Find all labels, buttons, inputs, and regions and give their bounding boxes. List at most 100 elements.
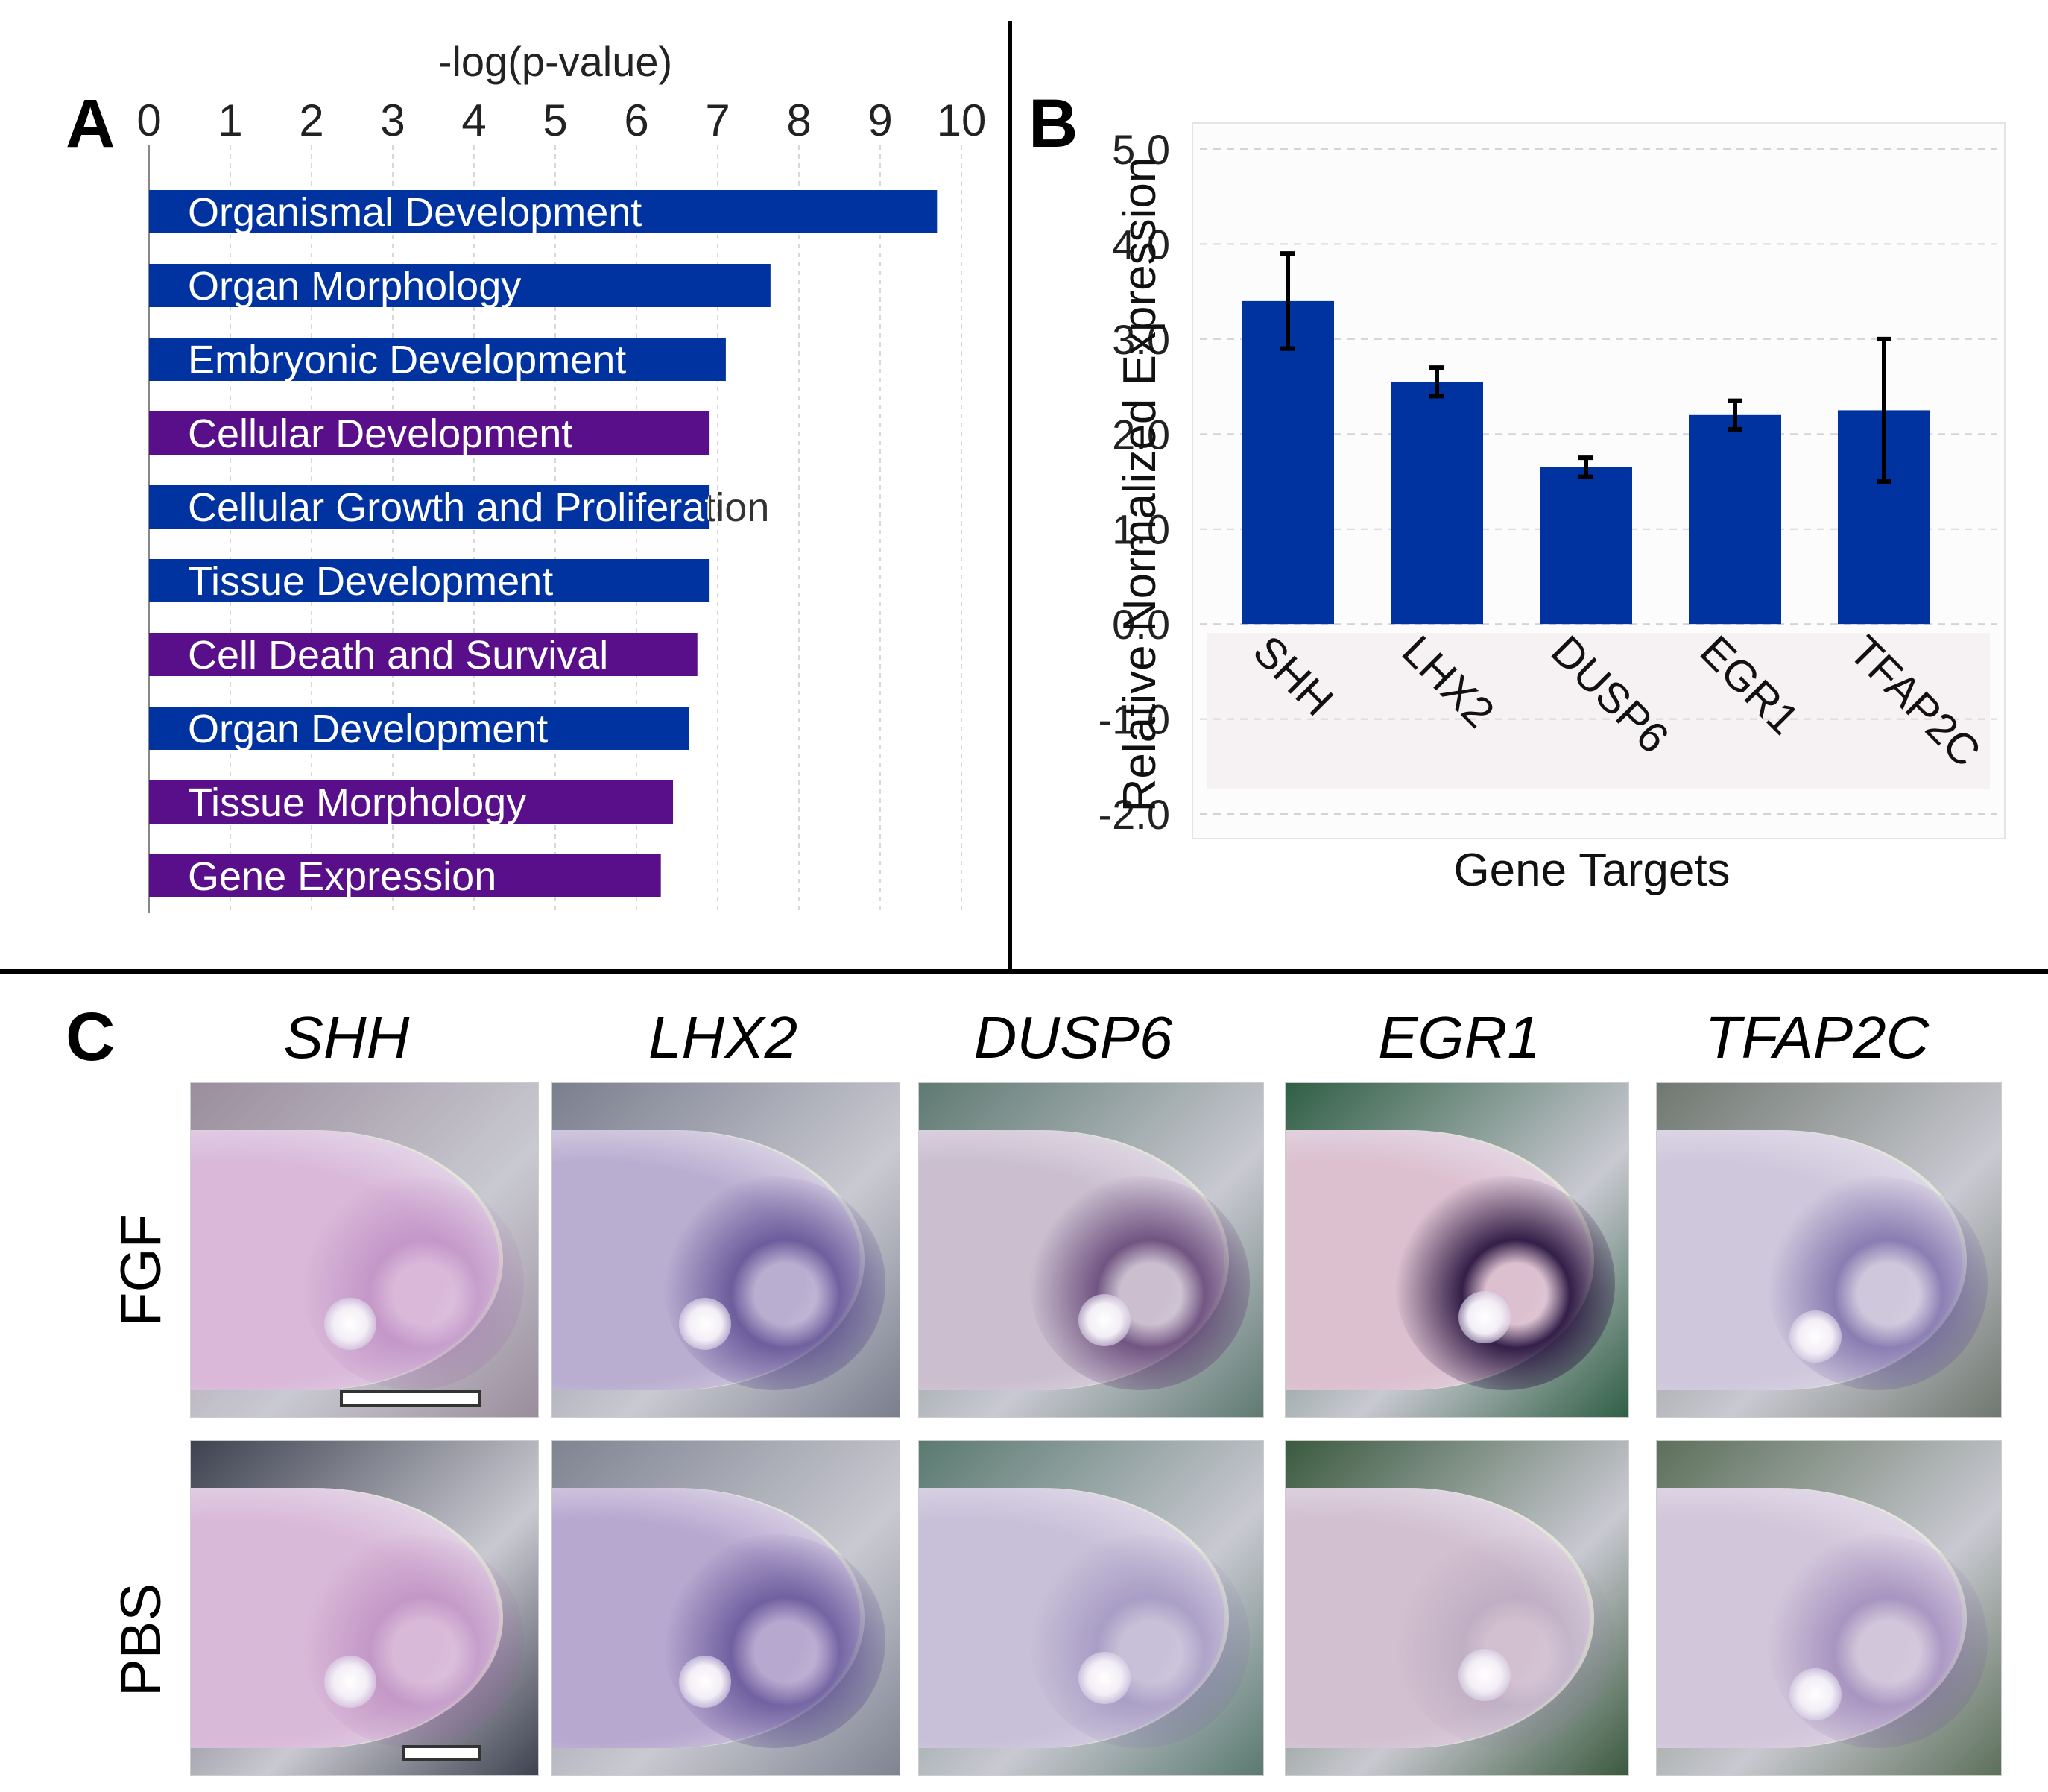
bar xyxy=(149,411,710,455)
x-tick-label: 8 xyxy=(786,95,811,145)
y-tick-label: 2.0 xyxy=(1112,411,1170,458)
bar xyxy=(149,707,689,750)
bar-label: Organ Morphology xyxy=(188,264,521,309)
x-axis-label: -log(p-value) xyxy=(438,38,672,85)
expression-stain xyxy=(302,1534,525,1749)
bar-label: Organismal Development xyxy=(188,190,642,235)
horizontal-divider xyxy=(0,969,2048,974)
panel-a-chart: 0 1 2 3 4 5 6 7 8 9 10 -log(p-value) Organismal Deve… xyxy=(136,38,987,913)
x-axis-label: Gene Targets xyxy=(1453,845,1730,896)
bar-label: Cellular Growth and Proliferation xyxy=(188,485,769,530)
bar xyxy=(149,338,726,381)
expression-stain xyxy=(663,1176,886,1391)
expression-stain xyxy=(1028,1176,1250,1391)
expression-stain xyxy=(1395,1176,1615,1391)
embryo-image-pbs-tfap2c xyxy=(1656,1440,2002,1776)
expression-stain xyxy=(1766,1534,1988,1749)
x-tick-label: 5 xyxy=(543,95,567,145)
x-tick-label: 0 xyxy=(136,95,161,145)
x-tick-label: 9 xyxy=(867,95,892,145)
embryo-image-pbs-shh xyxy=(190,1440,539,1776)
embryo-image-fgf-tfap2c xyxy=(1656,1082,2002,1418)
embryo-image-pbs-dusp6 xyxy=(918,1440,1264,1776)
gene-title-shh: SHH xyxy=(283,1004,410,1070)
bar-label: Gene Expression xyxy=(188,854,496,899)
limb-bud xyxy=(919,1487,1229,1749)
bead xyxy=(1458,1290,1511,1343)
gene-title-tfap2c: TFAP2C xyxy=(1704,1004,1930,1070)
bar-label-outside: Cellular Growth and Proliferation xyxy=(188,485,769,530)
bead xyxy=(324,1297,377,1350)
expression-stain xyxy=(1028,1534,1250,1749)
embryo-image-fgf-shh xyxy=(190,1082,539,1418)
row-label-pbs: PBS xyxy=(110,1583,173,1697)
y-tick-label: 4.0 xyxy=(1112,221,1170,268)
embryo-image-fgf-dusp6 xyxy=(918,1082,1264,1418)
expression-stain xyxy=(663,1534,886,1749)
bead xyxy=(1789,1310,1842,1363)
vertical-divider xyxy=(1008,21,1012,969)
x-tick-label: 6 xyxy=(624,95,648,145)
x-tick-label: 10 xyxy=(937,95,987,145)
bar-label-inside: Gene Expression xyxy=(188,854,496,899)
gene-title-lhx2: LHX2 xyxy=(648,1004,798,1070)
bead xyxy=(324,1655,377,1708)
x-tick-label: 1 xyxy=(218,95,242,145)
y-axis-label: Relative Normalized Expression xyxy=(1114,157,1166,813)
y-tick-label: -2.0 xyxy=(1099,791,1171,838)
bead xyxy=(1078,1652,1131,1705)
expression-stain xyxy=(1395,1534,1615,1749)
bar-label: Tissue Development xyxy=(188,559,553,604)
expression-stain xyxy=(302,1176,525,1391)
embryo-image-pbs-lhx2 xyxy=(551,1440,900,1776)
expression-stain xyxy=(1766,1176,1988,1391)
bar xyxy=(1242,300,1334,625)
bar-label-inside: Organ Morphology xyxy=(188,264,521,309)
embryo-image-pbs-egr1 xyxy=(1285,1440,1629,1776)
bead xyxy=(679,1297,732,1350)
bar-label-inside: Tissue Morphology xyxy=(188,780,526,825)
bar xyxy=(149,485,710,529)
bar-label: Embryonic Development xyxy=(188,338,626,382)
bar xyxy=(1540,467,1632,625)
y-tick-label: 0.0 xyxy=(1112,601,1170,648)
y-tick-label: 1.0 xyxy=(1112,506,1170,553)
bar-label: Organ Development xyxy=(188,707,548,751)
panel-b-letter: B xyxy=(1028,86,1078,162)
bar-label-inside: Cellular Development xyxy=(188,411,572,456)
x-tick-label: 4 xyxy=(461,95,486,145)
bar-label: Cell Death and Survival xyxy=(188,633,608,678)
bar-label-overflow: Cellular Growth and Proliferation xyxy=(188,485,769,530)
bar-label-inside: Organ Development xyxy=(188,707,548,751)
bar-label-inside: Cellular Growth and Proliferation xyxy=(188,485,769,530)
panel-c: SHH LHX2 DUSP6 EGR1 TFAP2C FGF PBS xyxy=(0,977,2048,1792)
bar xyxy=(1391,382,1483,625)
scale-bar xyxy=(340,1390,482,1407)
row-label-fgf: FGF xyxy=(110,1214,173,1327)
y-tick-label: 3.0 xyxy=(1112,316,1170,363)
bar xyxy=(149,780,674,824)
bead xyxy=(679,1655,732,1708)
bead xyxy=(1078,1294,1131,1347)
bead xyxy=(1789,1668,1842,1721)
limb-bud xyxy=(1286,1487,1594,1749)
y-tick-label: 5.0 xyxy=(1112,126,1170,173)
panel-c-letter: C xyxy=(66,999,116,1075)
embryo-image-fgf-egr1 xyxy=(1285,1082,1629,1418)
bar-label-inside: Cell Death and Survival xyxy=(188,633,608,678)
scale-bar xyxy=(402,1744,482,1761)
gene-title-egr1: EGR1 xyxy=(1378,1004,1540,1070)
bar-label-inside: Tissue Development xyxy=(188,559,553,604)
bar xyxy=(149,633,698,676)
y-tick-label: -1.0 xyxy=(1099,696,1171,743)
gene-title-dusp6: DUSP6 xyxy=(973,1004,1173,1070)
embryo-image-fgf-lhx2 xyxy=(551,1082,900,1418)
bar-label: Tissue Morphology xyxy=(188,780,526,825)
bar-label: Cellular Development xyxy=(188,411,572,456)
bar-label-inside: Embryonic Development xyxy=(188,338,626,382)
x-tick-label: 2 xyxy=(299,95,323,145)
panel-a-letter: A xyxy=(66,86,116,162)
bead xyxy=(1458,1648,1511,1701)
bar xyxy=(149,854,661,897)
